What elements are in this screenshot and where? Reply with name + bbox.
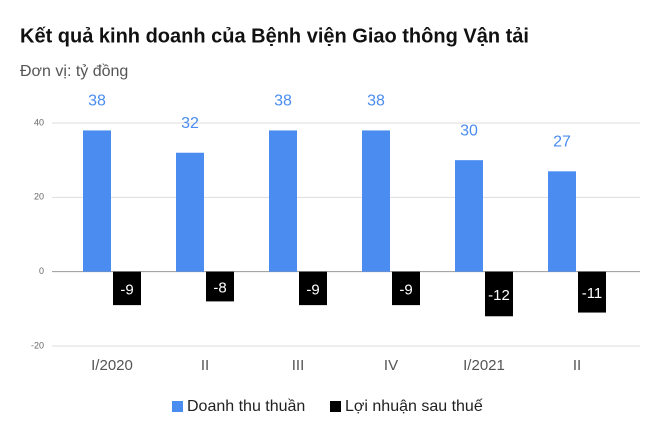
bar bbox=[299, 271, 327, 306]
value-label: -9 bbox=[399, 281, 412, 298]
legend-swatch bbox=[330, 401, 341, 412]
value-label: -9 bbox=[306, 281, 319, 298]
x-tick-label: I/2021 bbox=[463, 357, 505, 374]
x-tick-label: I/2020 bbox=[91, 357, 133, 374]
y-tick-label: 0 bbox=[39, 266, 44, 276]
x-tick-label: II bbox=[201, 357, 209, 374]
y-tick-label: 20 bbox=[34, 192, 44, 202]
bar bbox=[206, 271, 234, 302]
bar bbox=[269, 130, 297, 272]
y-tick-label: -20 bbox=[31, 340, 44, 350]
value-label: 30 bbox=[460, 122, 478, 139]
legend-swatch bbox=[172, 401, 183, 412]
bar bbox=[362, 130, 390, 272]
value-label: 32 bbox=[181, 115, 199, 132]
bar bbox=[485, 271, 513, 317]
value-label: -8 bbox=[213, 280, 226, 297]
bar bbox=[113, 271, 141, 306]
legend-label: Lợi nhuận sau thuế bbox=[345, 398, 483, 415]
y-tick-label: 40 bbox=[34, 117, 44, 127]
bar bbox=[176, 152, 204, 272]
bar bbox=[83, 130, 111, 272]
x-tick-label: II bbox=[573, 357, 581, 374]
x-tick-label: III bbox=[292, 357, 305, 374]
bar bbox=[455, 160, 483, 272]
legend-label: Doanh thu thuần bbox=[187, 398, 305, 415]
value-label: 38 bbox=[367, 93, 385, 110]
value-label: -11 bbox=[582, 285, 603, 302]
bar bbox=[548, 171, 576, 272]
bar bbox=[392, 271, 420, 306]
chart-subtitle: Đơn vị: tỷ đồng bbox=[20, 63, 128, 80]
x-tick-label: IV bbox=[384, 357, 398, 374]
value-label: -9 bbox=[120, 281, 133, 298]
bar bbox=[578, 271, 606, 313]
chart-title: Kết quả kinh doanh của Bệnh viện Giao th… bbox=[20, 25, 529, 47]
value-label: 27 bbox=[553, 134, 571, 151]
value-label: -12 bbox=[488, 287, 510, 304]
value-label: 38 bbox=[88, 93, 106, 110]
value-label: 38 bbox=[274, 93, 292, 110]
